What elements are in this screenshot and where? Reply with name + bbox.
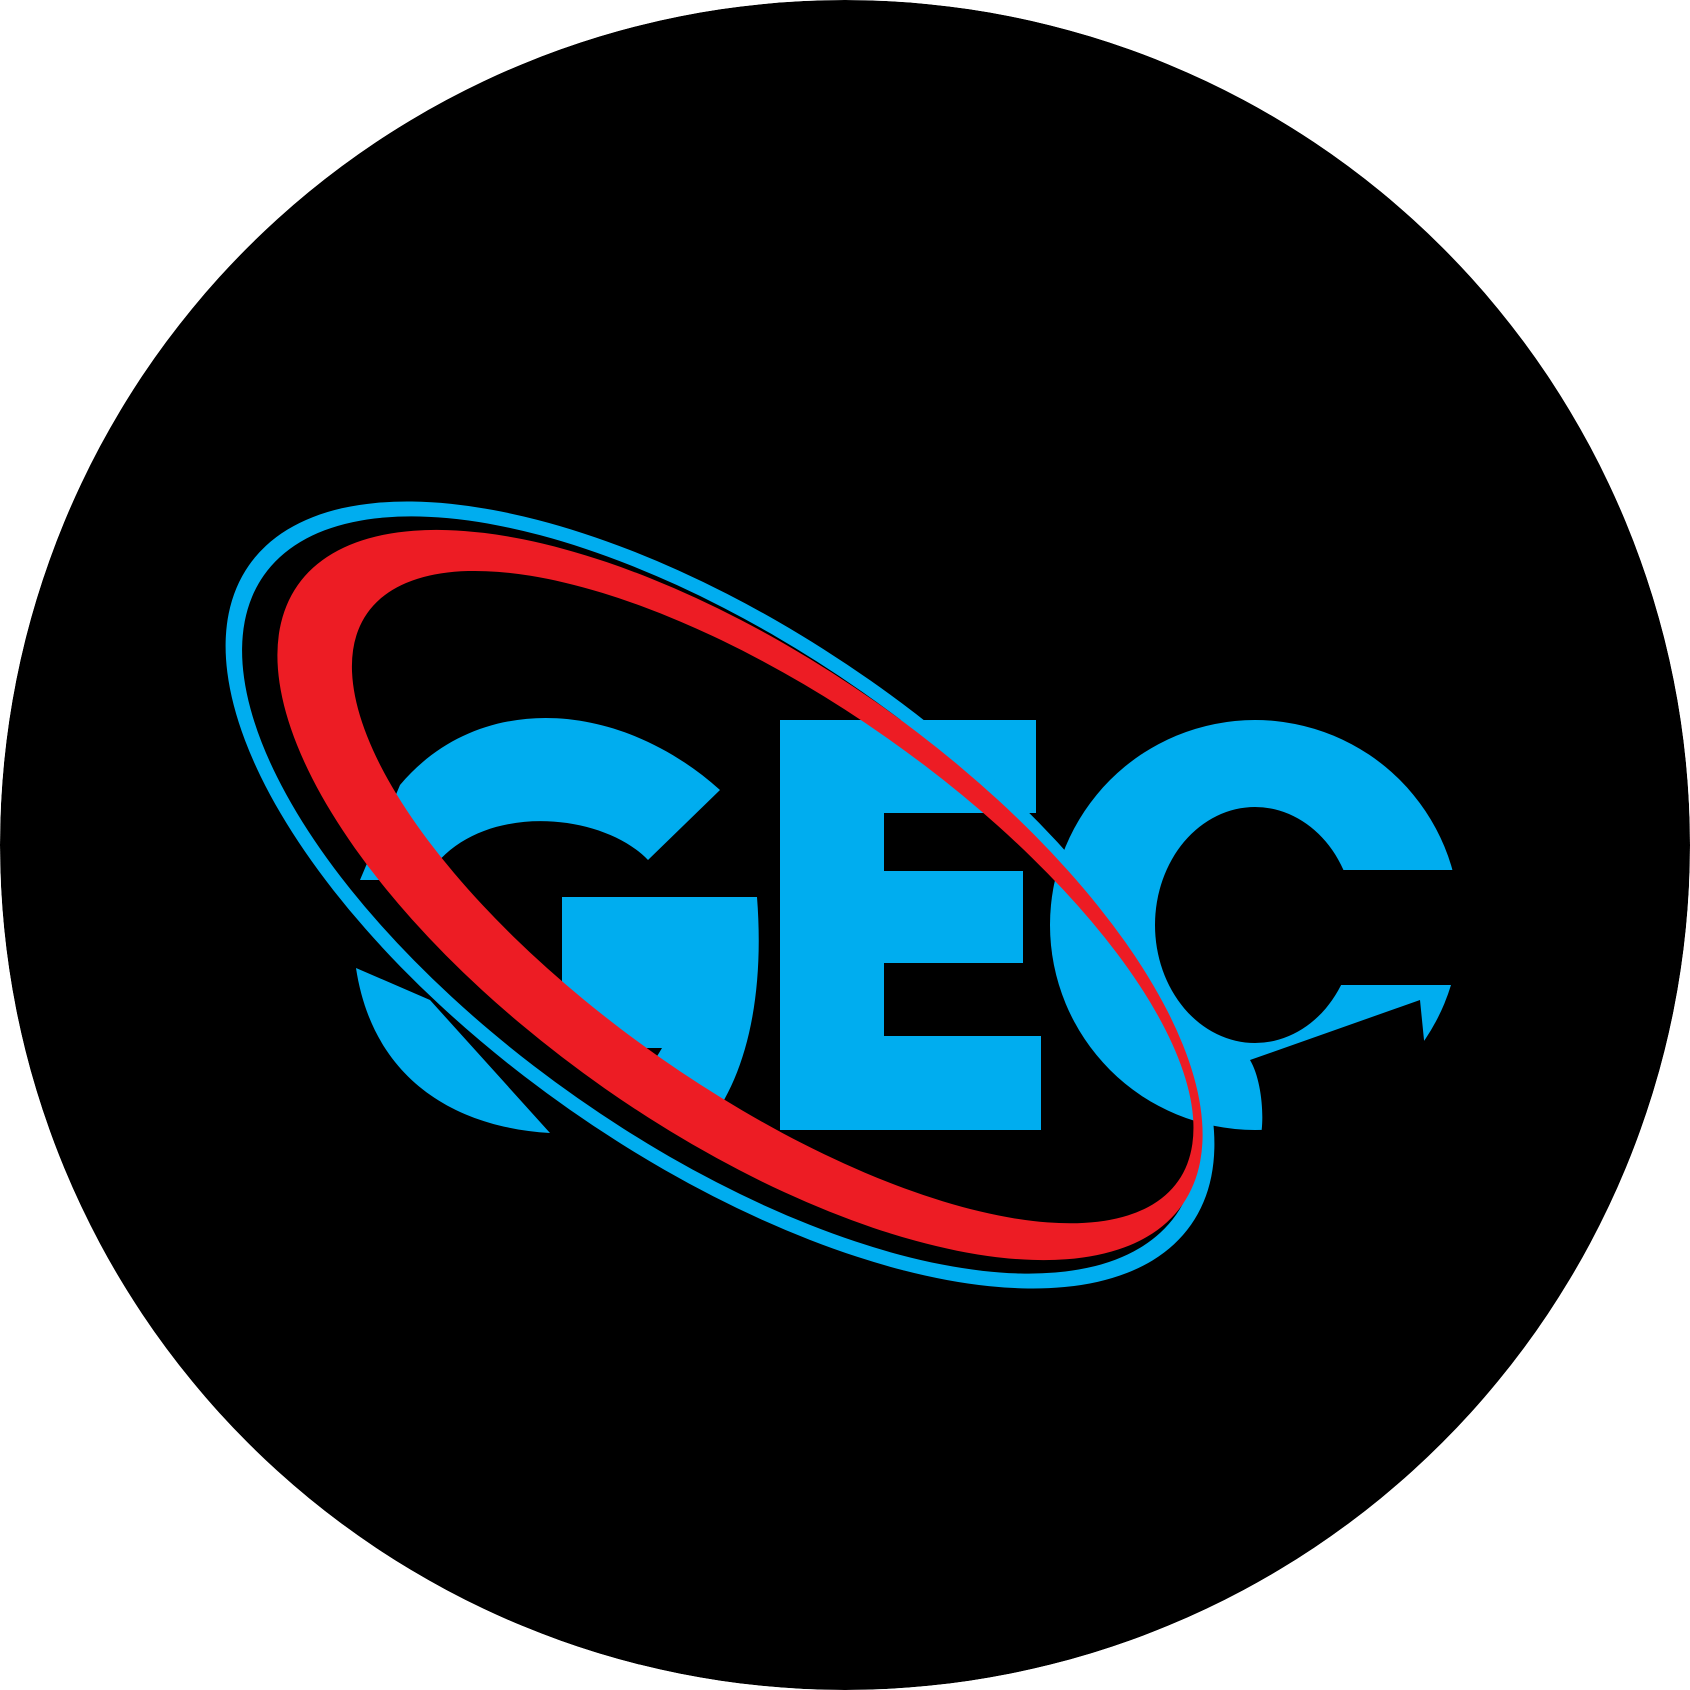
- swoosh-gap-bottom: [1250, 1000, 1440, 1200]
- inner-swoosh: [277, 529, 1203, 1261]
- swoosh-gap-top: [470, 300, 1150, 700]
